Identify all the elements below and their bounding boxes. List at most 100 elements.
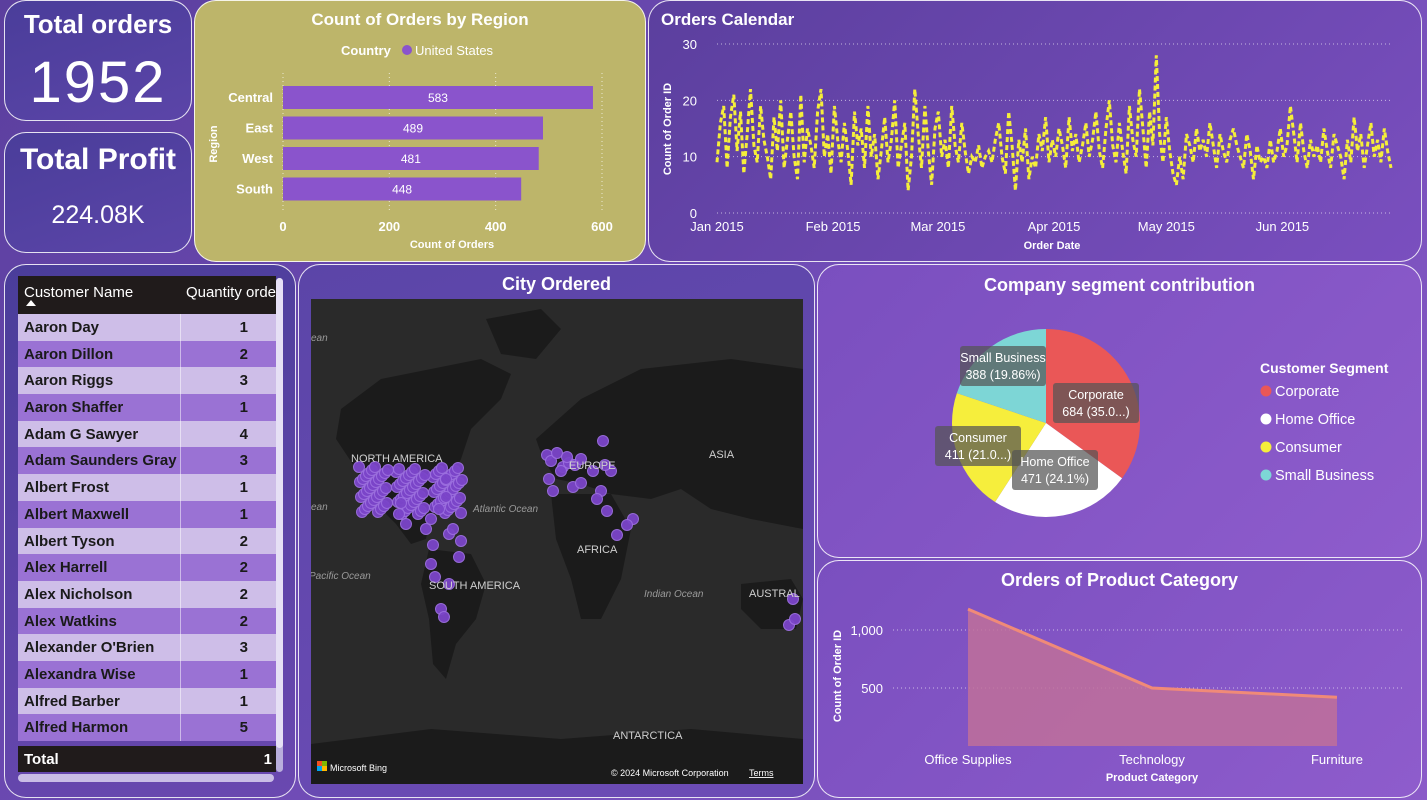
- header-quantity[interactable]: Quantity orde: [185, 284, 276, 301]
- table-vertical-scroll-thumb[interactable]: [276, 278, 283, 748]
- city-marker: [454, 492, 466, 504]
- legend-item-corporate: Corporate: [1275, 384, 1339, 400]
- table-row[interactable]: Adam Saunders Gray 3: [18, 447, 276, 475]
- legend-dot: [402, 45, 412, 55]
- bar-data-label: 489: [403, 122, 423, 136]
- x-axis-label: Product Category: [1106, 772, 1199, 784]
- city-marker: [575, 477, 587, 489]
- table-body: Aaron Day 1 Aaron Dillon 2 Aaron Riggs 3 Aaron…: [18, 314, 276, 741]
- city-marker: [393, 463, 405, 475]
- sort-asc-icon: [26, 300, 36, 306]
- slice-label-name: Small Business: [960, 351, 1045, 365]
- cell-customer-name: Alex Nicholson: [18, 580, 181, 608]
- table-total-row: Total 1: [18, 746, 276, 772]
- city-marker: [440, 473, 452, 485]
- city-marker: [545, 455, 557, 467]
- bar-data-label: 448: [392, 183, 412, 197]
- city-marker: [417, 487, 429, 499]
- x-tick-label: May 2015: [1138, 219, 1195, 234]
- cell-customer-name: Alexander O'Brien: [18, 634, 181, 661]
- africa-landmass: [551, 494, 631, 619]
- y-tick-label: 0: [690, 206, 697, 221]
- cell-customer-name: Albert Maxwell: [18, 500, 181, 528]
- x-tick-label: Mar 2015: [910, 219, 965, 234]
- city-marker: [575, 453, 587, 465]
- cell-customer-name: Alfred Harmon: [18, 714, 181, 741]
- bar-data-label: 481: [401, 152, 421, 166]
- y-axis-label: Region: [208, 125, 220, 163]
- city-marker: [427, 539, 439, 551]
- city-marker: [547, 485, 559, 497]
- cell-customer-name: Alex Watkins: [18, 607, 181, 635]
- x-tick-label: Jun 2015: [1256, 219, 1310, 234]
- slice-label-value: 684 (35.0...): [1062, 405, 1129, 419]
- city-marker: [429, 571, 441, 583]
- total-orders-card: Total orders 1952: [4, 0, 192, 121]
- cell-customer-name: Aaron Shaffer: [18, 394, 181, 421]
- city-marker: [436, 462, 448, 474]
- table-row[interactable]: Alex Watkins 2: [18, 607, 276, 635]
- legend-item-consumer: Consumer: [1275, 440, 1342, 456]
- label-asia: ASIA: [709, 449, 735, 461]
- table-row[interactable]: Alfred Harmon 5: [18, 714, 276, 741]
- segment-pie-chart: Corporate 684 (35.0...) Home Office 471 (24…: [935, 329, 1389, 517]
- map-copyright: © 2024 Microsoft Corporation: [611, 768, 729, 778]
- table-row[interactable]: Aaron Riggs 3: [18, 367, 276, 395]
- cell-quantity: 4: [239, 425, 248, 443]
- header-customer-name[interactable]: Customer Name: [18, 276, 180, 314]
- table-row[interactable]: Aaron Day 1: [18, 314, 276, 341]
- cell-customer-name: Adam Saunders Gray: [18, 447, 181, 475]
- total-orders-title: Total orders: [23, 9, 173, 39]
- legend-marker: [1260, 385, 1272, 397]
- table-row[interactable]: Adam G Sawyer 4: [18, 420, 276, 448]
- cell-customer-name: Alexandra Wise: [18, 660, 181, 688]
- x-tick-label: Apr 2015: [1028, 219, 1081, 234]
- table-row[interactable]: Alexander O'Brien 3: [18, 634, 276, 661]
- city-marker: [601, 505, 613, 517]
- table-row[interactable]: Alex Harrell 2: [18, 554, 276, 581]
- customer-table[interactable]: Customer Name Quantity orde Aaron Day 1 Aa…: [18, 276, 276, 772]
- label-africa: AFRICA: [577, 544, 618, 556]
- table-row[interactable]: Alexandra Wise 1: [18, 660, 276, 688]
- table-row[interactable]: Aaron Dillon 2: [18, 340, 276, 368]
- y-tick-label: Central: [228, 90, 273, 105]
- cell-customer-name: Aaron Dillon: [18, 340, 181, 368]
- total-profit-value: 224.08K: [51, 201, 145, 229]
- slice-label-box: [935, 426, 1021, 466]
- x-tick-label: 0: [279, 219, 286, 234]
- table-horizontal-scrollbar[interactable]: [18, 774, 274, 782]
- table-row[interactable]: Albert Frost 1: [18, 474, 276, 501]
- city-marker: [453, 551, 465, 563]
- slice-label-name: Corporate: [1068, 388, 1124, 402]
- table-row[interactable]: Albert Maxwell 1: [18, 500, 276, 528]
- label-indian: Indian Ocean: [644, 589, 704, 600]
- cell-customer-name: Albert Frost: [18, 474, 181, 501]
- city-marker: [425, 513, 437, 525]
- category-area-fill: [968, 609, 1337, 746]
- cell-quantity: 3: [239, 452, 248, 470]
- table-row[interactable]: Alex Nicholson 2: [18, 580, 276, 608]
- bar-south: [283, 177, 522, 201]
- x-tick-label: Technology: [1119, 752, 1185, 767]
- bar-east: [283, 116, 543, 140]
- x-tick-label: 400: [485, 219, 507, 234]
- y-tick-label: 1,000: [850, 623, 883, 638]
- bing-label: Microsoft Bing: [330, 763, 387, 773]
- city-map[interactable]: NORTH AMERICA EUROPE ASIA AFRICA SOUTH A…: [311, 299, 803, 784]
- table-row[interactable]: Albert Tyson 2: [18, 527, 276, 555]
- cell-quantity: 3: [239, 639, 248, 657]
- table-row[interactable]: Aaron Shaffer 1: [18, 394, 276, 421]
- x-axis-label: Order Date: [1024, 240, 1081, 252]
- legend-title: Customer Segment: [1260, 360, 1389, 376]
- cell-customer-name: Alex Harrell: [18, 554, 181, 581]
- slice-label-name: Consumer: [949, 431, 1007, 445]
- calendar-series-line: [715, 55, 1393, 191]
- city-marker: [382, 464, 394, 476]
- total-profit-card: Total Profit 224.08K: [4, 132, 192, 253]
- label-atlantic: Atlantic Ocean: [472, 504, 538, 515]
- city-marker: [395, 497, 407, 509]
- slice-label-box: [960, 346, 1046, 386]
- table-row[interactable]: Alfred Barber 1: [18, 687, 276, 715]
- city-marker: [438, 611, 450, 623]
- city-marker: [456, 474, 468, 486]
